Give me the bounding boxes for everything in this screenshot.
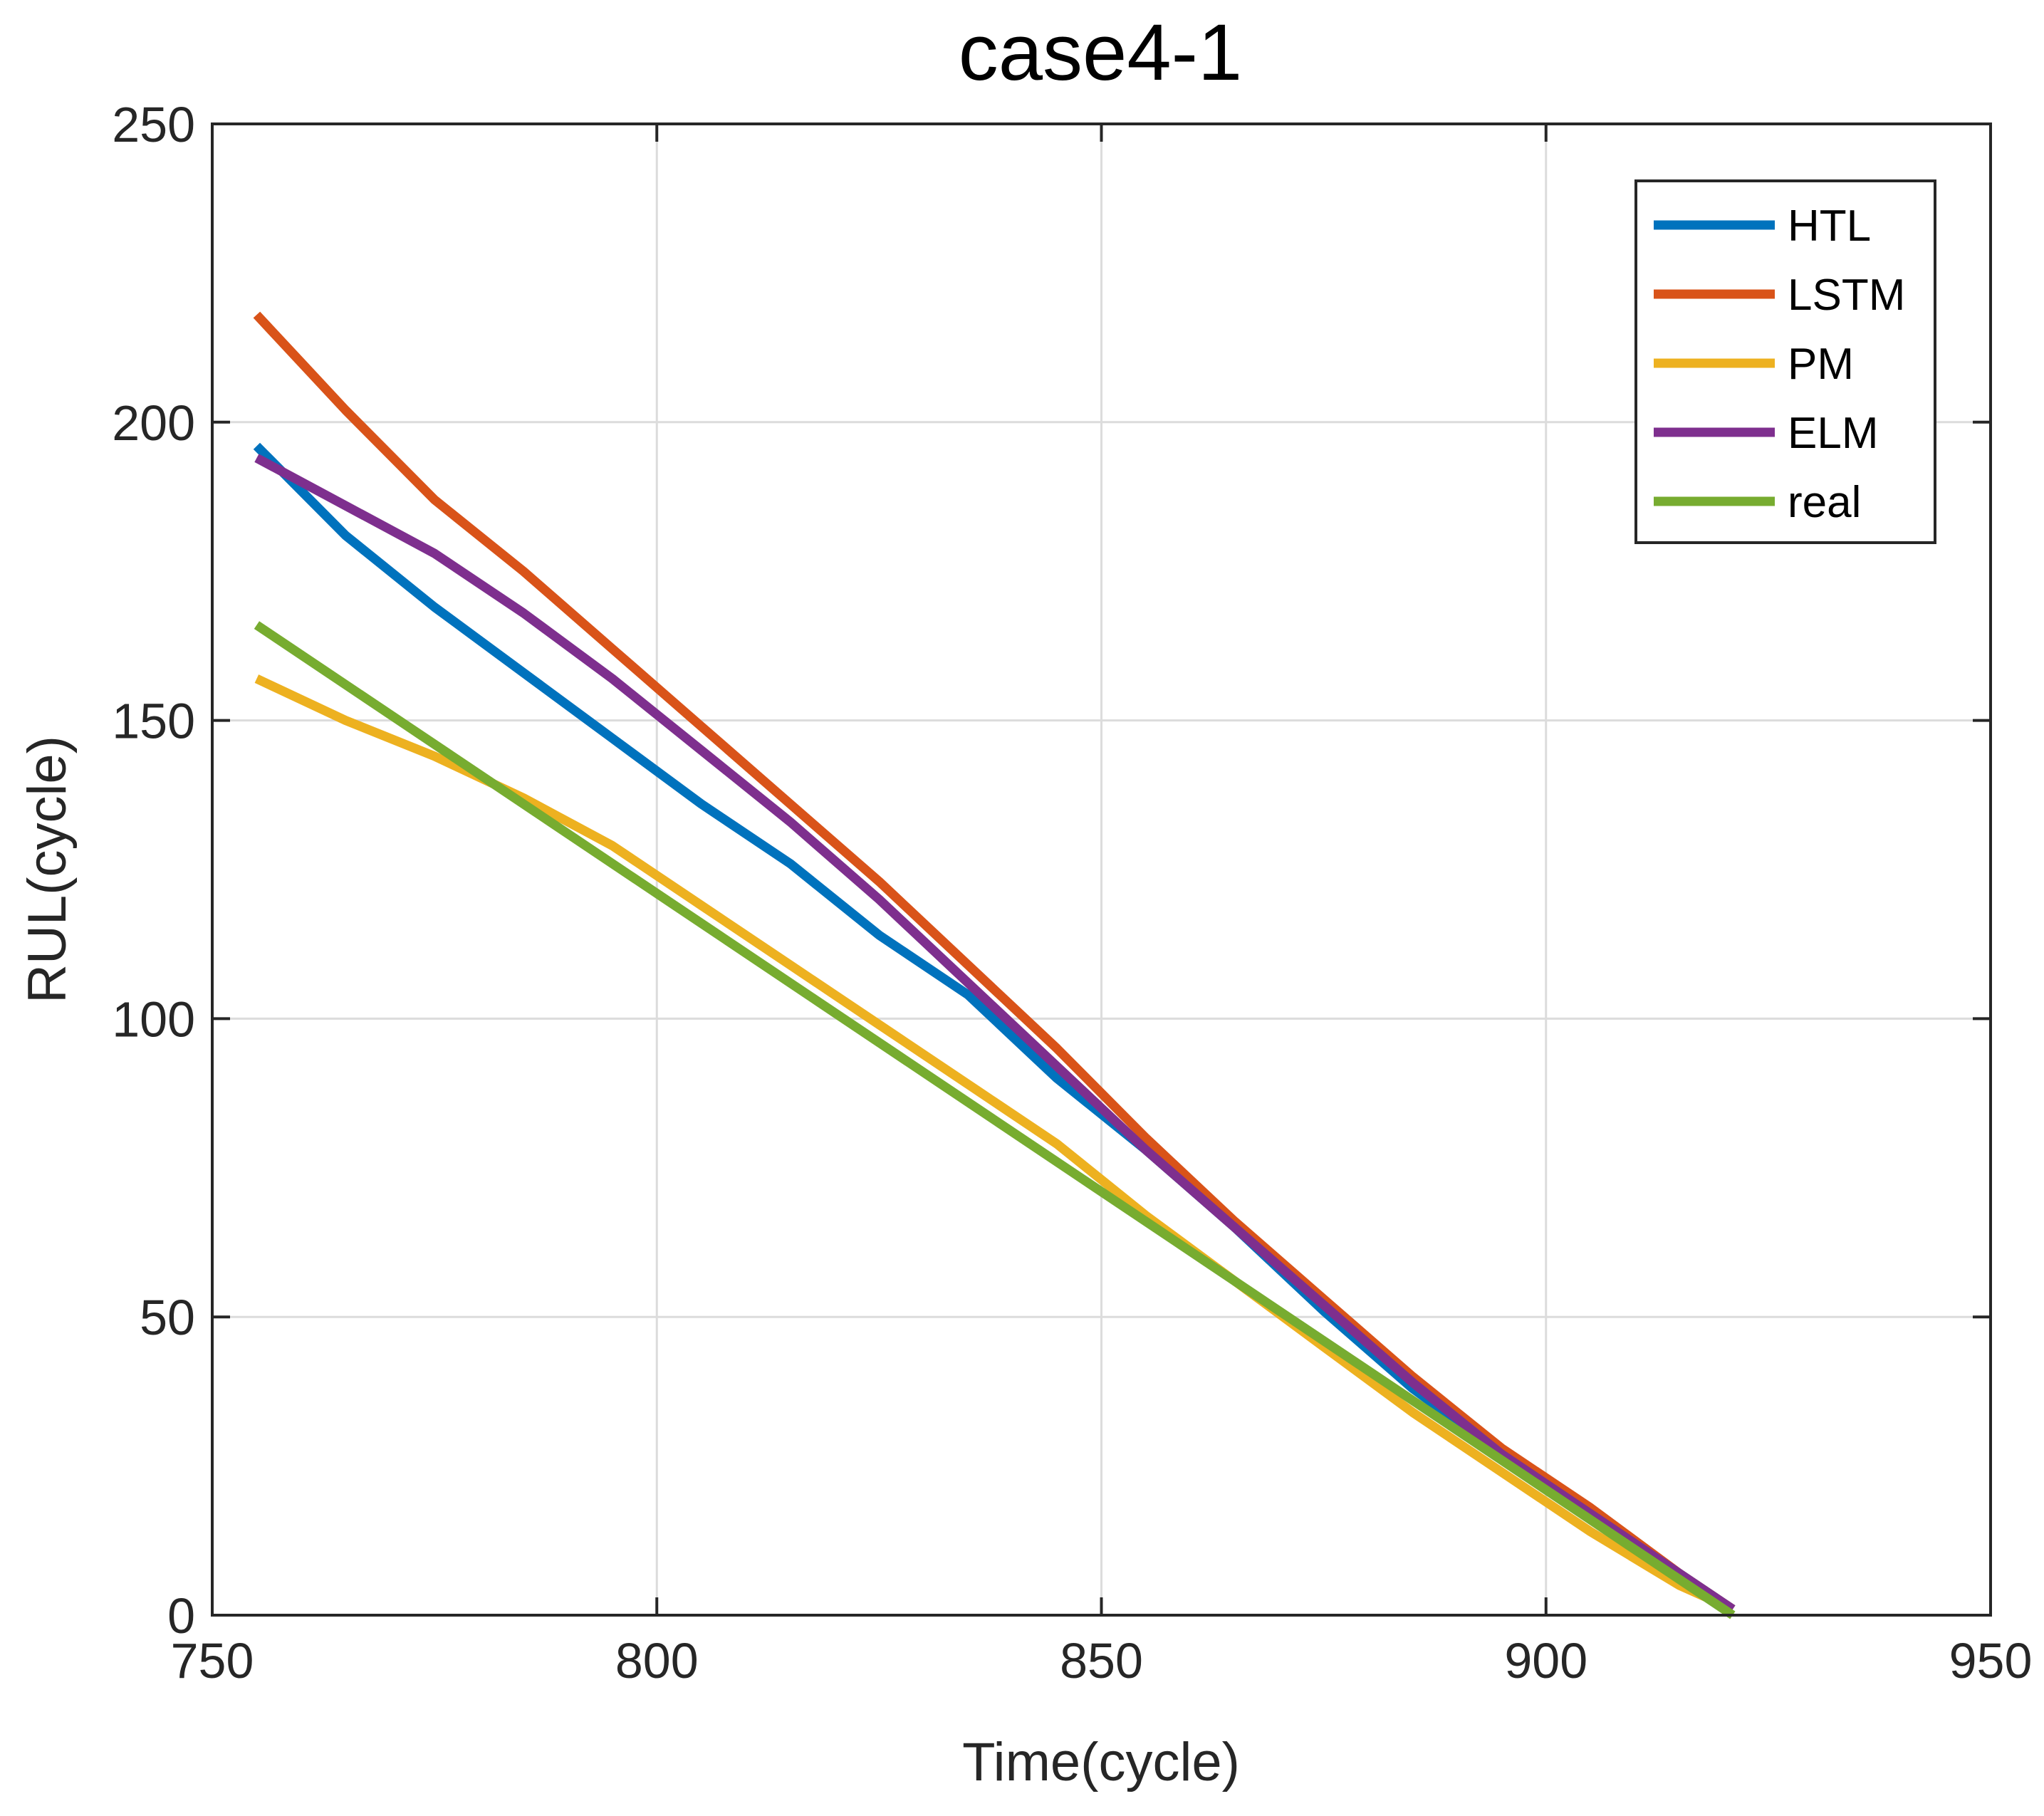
legend: HTL LSTM PM ELM real: [1634, 179, 1936, 544]
y-tick-label: 100: [112, 991, 195, 1047]
series-layer: [253, 311, 1736, 1619]
chart-title: case4-1: [959, 8, 1242, 97]
y-tick-label: 50: [140, 1290, 195, 1345]
y-axis-label: RUL(cycle): [17, 736, 78, 1003]
x-tick-label: 900: [1504, 1633, 1587, 1689]
series-line-elm: [254, 454, 1736, 1613]
x-tick-label: 750: [171, 1633, 254, 1689]
y-tick-label: 150: [112, 694, 195, 749]
y-tick-label: 200: [112, 395, 195, 451]
x-tick-label: 850: [1060, 1633, 1143, 1689]
x-axis-label: Time(cycle): [962, 1732, 1240, 1792]
x-tick-label: 800: [615, 1633, 699, 1689]
y-tick-label: 0: [167, 1588, 195, 1644]
legend-label-pm: PM: [1788, 340, 1854, 389]
tick-marks: [211, 122, 1992, 1617]
legend-label-real: real: [1788, 478, 1861, 527]
y-tick-label: 250: [112, 97, 195, 152]
legend-label-lstm: LSTM: [1788, 271, 1905, 320]
legend-label-elm: ELM: [1788, 409, 1878, 458]
legend-label-htl: HTL: [1788, 202, 1871, 251]
x-tick-label: 950: [1949, 1633, 2033, 1689]
x-tick-labels: 750 800 850 900 950: [171, 1633, 2033, 1689]
series-line-real: [254, 621, 1736, 1619]
series-line-lstm: [253, 311, 1736, 1613]
y-tick-labels: 0 50 100 150 200 250: [112, 97, 195, 1644]
